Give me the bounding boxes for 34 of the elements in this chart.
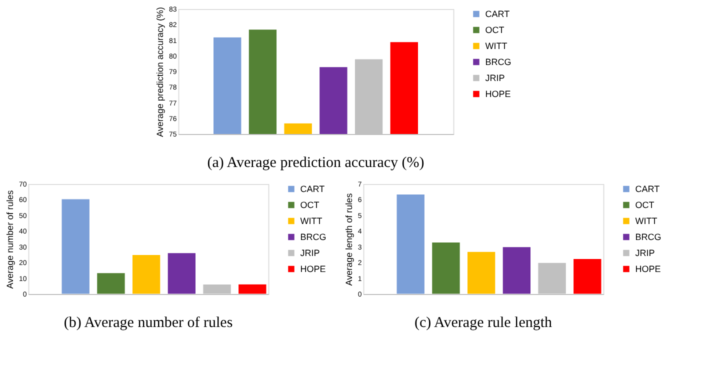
text: (a) Average prediction accuracy (%) (207, 155, 424, 171)
bar (167, 252, 196, 294)
legend-label: CART (485, 9, 510, 19)
bar (61, 198, 90, 294)
y-axis-title: Average prediction accuracy (%) (154, 7, 165, 137)
legend-label: WITT (300, 216, 323, 226)
legend-label: JRIP (300, 248, 320, 258)
bar (132, 254, 161, 294)
legend-label: WITT (485, 41, 508, 51)
legend-label: JRIP (485, 73, 505, 83)
bar (466, 251, 496, 294)
y-axis-title: Average number of rules (4, 190, 15, 289)
legend-label: CART (300, 184, 326, 194)
legend-label: HOPE (300, 264, 326, 274)
legend-label: CART (635, 184, 660, 194)
legend-label: BRCG (635, 232, 662, 242)
bar (502, 246, 532, 294)
legend-label: OCT (635, 200, 655, 210)
legend-label: HOPE (635, 264, 661, 274)
text: (c) Average rule length (414, 315, 553, 331)
text: (b) Average number of rules (64, 315, 233, 331)
legend-label: BRCG (485, 57, 512, 67)
bar (96, 272, 126, 294)
legend-label: BRCG (300, 232, 326, 242)
bar (432, 242, 460, 294)
legend-label: WITT (635, 216, 658, 226)
y-axis-title: Average length of rules (344, 192, 354, 286)
legend-label: JRIP (635, 248, 655, 258)
bar (572, 258, 602, 294)
legend-label: OCT (485, 25, 505, 35)
legend-label: OCT (300, 200, 320, 210)
legend-label: HOPE (485, 89, 511, 99)
bar (238, 284, 267, 294)
bar (396, 194, 426, 294)
